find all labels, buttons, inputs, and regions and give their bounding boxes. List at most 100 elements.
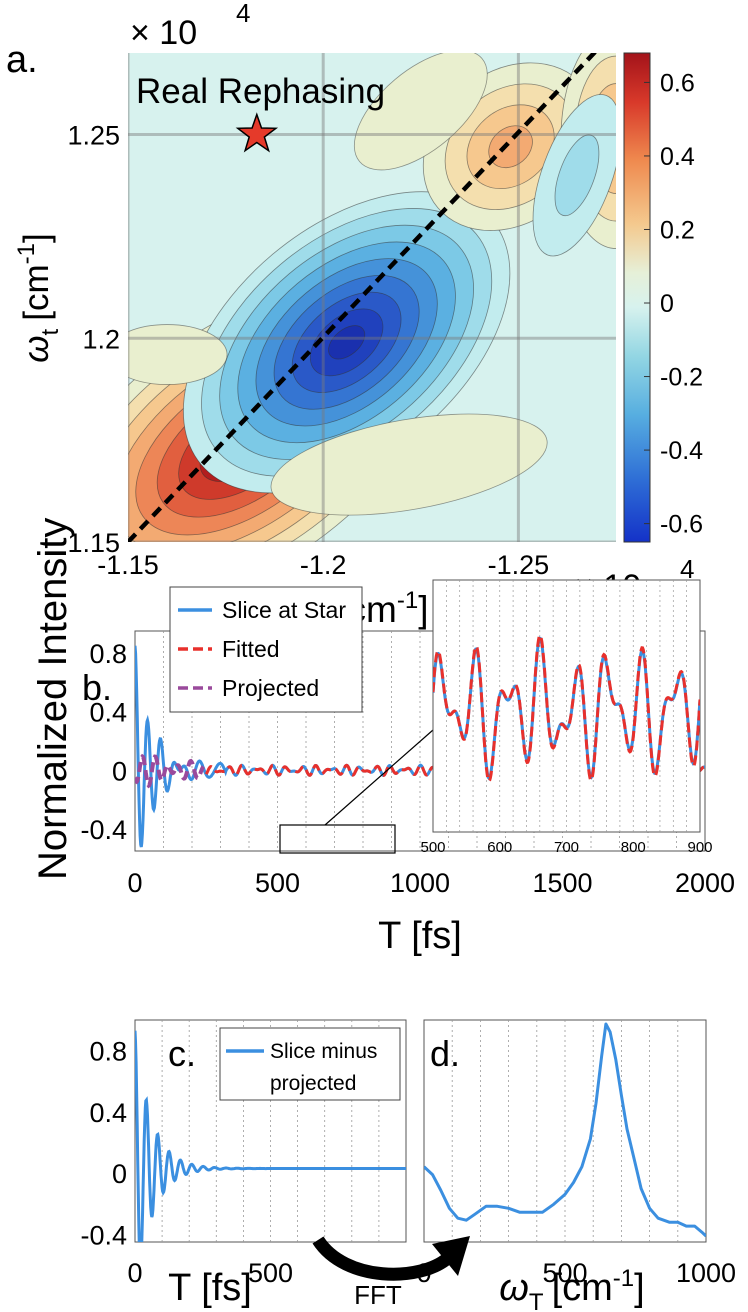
colorbar-tick-label: -0.4: [660, 437, 703, 465]
inset-tick-label: 800: [621, 839, 646, 856]
panel-d-plot-area: [423, 1019, 707, 1243]
panel-a-y-exponent-power: 4: [236, 0, 250, 28]
y-tick-label: 0.4: [89, 1098, 127, 1128]
heatmap-peak-level: [328, 325, 366, 360]
x-tick-label: 2000: [675, 868, 735, 898]
panel-a-y-exponent-base: × 10: [130, 14, 197, 52]
heatmap-contours: [128, 53, 616, 542]
y-tick-label: 0: [112, 1159, 127, 1189]
y-tick-label: 1.25: [67, 121, 120, 151]
legend-label-line2: projected: [270, 1072, 356, 1095]
colorbar-tick-label: -0.6: [660, 511, 703, 539]
inset-tick-label: 500: [420, 839, 445, 856]
d-xlabel-close: ]: [634, 1267, 645, 1309]
ylabel-sub: t: [37, 328, 64, 335]
heatmap-peak-level: [554, 134, 600, 217]
diagonal-line: [128, 53, 598, 542]
panel-c-series: [135, 1030, 406, 1242]
panel-b-legend: Slice at Star Fitted Projected: [169, 586, 363, 713]
svg-text:ωt[cm-1]: ωt [cm-1]: [13, 233, 64, 362]
panel-b-letter: b.: [82, 667, 112, 708]
d-xlabel-symbol: ω: [499, 1267, 529, 1309]
inset-tick-label: 600: [487, 839, 512, 856]
ylabel-unit: [cm: [17, 264, 56, 320]
panel-b-ticks: 0 500 1000 1500 2000-0.400.40.8: [80, 639, 735, 898]
panel-d-xlabel: ωT [cm-1]: [499, 1265, 644, 1312]
panel-c-letter: c.: [168, 1033, 196, 1074]
x-tick-label: 500: [255, 868, 300, 898]
panel-a-title: Real Rephasing: [136, 72, 385, 111]
x-tick-label: 500: [248, 1258, 293, 1288]
heatmap-peak: [532, 94, 616, 257]
panel-b-xlabel: T [fs]: [378, 915, 462, 957]
x-tick-label: -1.2: [300, 550, 347, 580]
inset-tick-label: 700: [554, 839, 579, 856]
legend-label: Slice at Star: [222, 597, 346, 623]
fft-arrow: [312, 1236, 453, 1281]
colorbar-ticks: 0.6 0.4 0.2 0 -0.2 -0.4 -0.6: [644, 69, 703, 539]
panel-d-ticks: 0 500 1000: [416, 1258, 736, 1288]
xlabel-unit-sup: -1: [397, 587, 418, 614]
panel-d-series: [424, 1022, 706, 1238]
panel-a-letter: a.: [6, 39, 38, 81]
xlabel-close: ]: [418, 589, 428, 630]
x-tick-label: 1000: [676, 1258, 736, 1288]
y-tick-label: -0.4: [80, 815, 127, 845]
panel-b-ylabel: Normalized Intensity: [31, 518, 75, 880]
y-tick-label: 0: [112, 756, 127, 786]
ylabel-unit-sup: -1: [13, 243, 40, 264]
y-tick-label: 1.2: [82, 324, 120, 354]
y-tick-label: -0.4: [80, 1220, 127, 1250]
x-tick-label: 1500: [532, 868, 592, 898]
colorbar-tick-label: 0: [660, 290, 674, 318]
panel-a-x-exponent-power: 4: [680, 554, 694, 584]
colorbar-tick-label: 0.4: [660, 143, 695, 171]
legend-box: [219, 1027, 401, 1101]
series-fft-spectrum: [424, 1022, 706, 1238]
heatmap-faint-lobe: [353, 53, 488, 171]
ylabel-symbol: ω: [17, 335, 56, 362]
fft-label: FFT: [354, 1280, 402, 1310]
zoom-connector: [324, 729, 434, 826]
heatmap-faint-lobe: [128, 324, 228, 385]
colorbar: [623, 52, 651, 543]
panel-d-letter: d.: [430, 1033, 460, 1074]
inset-grid: [446, 580, 688, 832]
inset-series: [433, 633, 700, 784]
colorbar-tick-label: 0.6: [660, 69, 695, 97]
legend-label: Projected: [222, 675, 319, 701]
panel-c-legend: Slice minus projected: [219, 1027, 401, 1101]
inset-series-fitted: [433, 633, 700, 784]
x-tick-label: 500: [542, 1258, 587, 1288]
x-tick-label: -1.25: [488, 550, 550, 580]
heatmap-faint-lobe: [270, 413, 548, 516]
ylabel-close: ]: [17, 233, 56, 243]
legend-label-line1: Slice minus: [270, 1040, 377, 1063]
colorbar-tick-label: 0.2: [660, 216, 695, 244]
colorbar-tick-label: -0.2: [660, 364, 703, 392]
d-xlabel-unit: [cm: [552, 1267, 613, 1309]
panel-a-y-exponent: × 10 4: [130, 0, 250, 52]
panel-c-ticks: 0 500-0.400.40.8: [80, 1037, 293, 1288]
panel-a-ylabel: ωt [cm-1]: [13, 233, 64, 362]
x-tick-label: 0: [127, 1258, 142, 1288]
fft-arrow-head: [432, 1236, 470, 1276]
x-tick-label: 1000: [390, 868, 450, 898]
star-marker: [235, 112, 279, 153]
y-tick-label: 0.8: [89, 1037, 127, 1067]
panel-a-plot-area: Real Rephasing: [128, 53, 616, 542]
d-xlabel-unit-sup: -1: [613, 1265, 634, 1292]
inset-tick-label: 900: [687, 839, 712, 856]
panel-a-ticks: -1.15 -1.2 -1.25 1.15 1.2 1.25: [67, 121, 549, 581]
series-projected: [135, 753, 205, 789]
inset-ticks: 500 600 700 800 900: [420, 839, 712, 856]
d-xlabel-sub: T: [529, 1289, 544, 1312]
panel-c-xlabel: T [fs]: [168, 1267, 252, 1309]
heatmap-peak: [182, 191, 511, 494]
y-tick-label: 1.15: [67, 528, 120, 558]
panel-b-inset: 500 600 700 800 900: [420, 579, 713, 856]
zoom-box: [279, 824, 396, 854]
y-tick-label: 0.8: [89, 639, 127, 669]
y-tick-label: 0.4: [89, 698, 127, 728]
